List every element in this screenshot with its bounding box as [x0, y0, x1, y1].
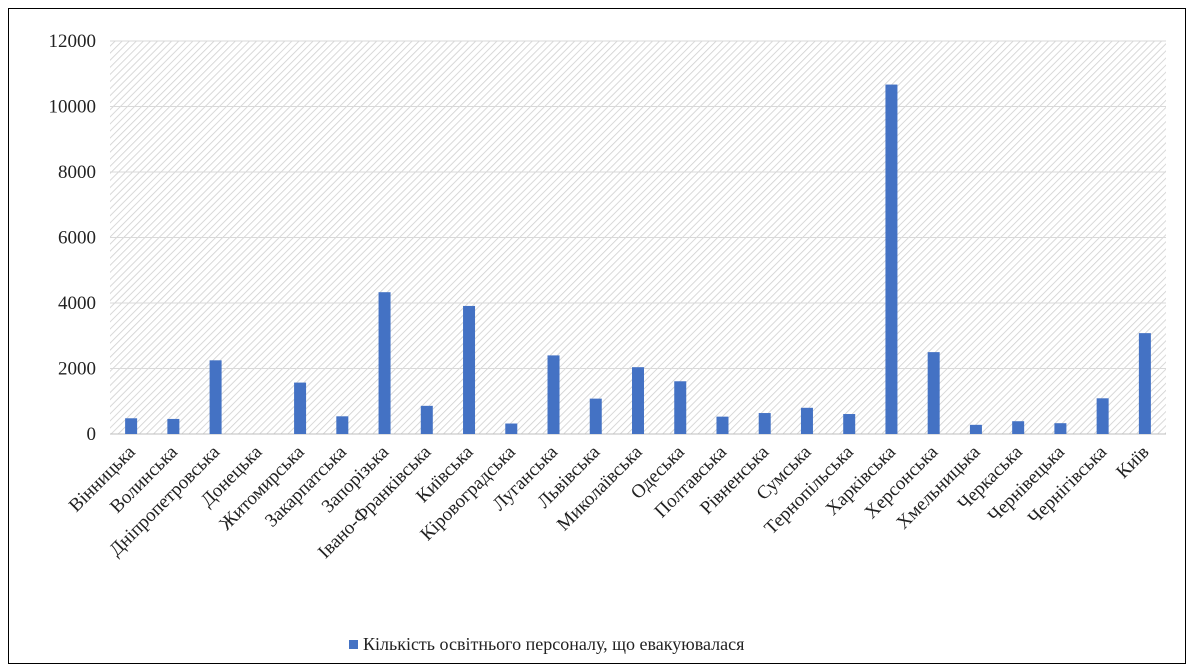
bar	[1096, 398, 1109, 434]
x-axis-ticks: ВінницькаВолинськаДніпропетровськаДонець…	[65, 441, 1153, 563]
bar	[547, 355, 560, 434]
legend-swatch	[349, 640, 358, 649]
y-tick-label: 2000	[58, 359, 96, 380]
bar	[463, 305, 476, 434]
bar	[378, 292, 391, 434]
y-tick-label: 6000	[58, 228, 96, 249]
y-tick-label: 10000	[49, 97, 97, 118]
y-axis-ticks: 0 2000 4000 6000 8000 10000 12000	[49, 31, 97, 445]
legend-label: Кількість освітнього персоналу, що еваку…	[363, 634, 744, 654]
bar	[843, 414, 856, 434]
bar	[927, 352, 940, 434]
y-tick-label: 12000	[49, 31, 97, 52]
y-tick-label: 0	[87, 424, 97, 445]
bar	[1054, 423, 1067, 434]
legend: Кількість освітнього персоналу, що еваку…	[349, 634, 744, 654]
bar	[167, 418, 180, 434]
y-tick-label: 4000	[58, 293, 96, 314]
bar	[336, 416, 349, 434]
bar	[632, 367, 644, 434]
gridlines	[110, 40, 1166, 435]
bar	[758, 413, 771, 434]
bar	[505, 423, 518, 434]
bar	[420, 405, 433, 434]
bar	[1138, 333, 1151, 434]
bar	[716, 416, 729, 434]
bar	[800, 407, 813, 434]
bars	[125, 84, 1151, 435]
bar	[674, 381, 687, 434]
bar	[125, 418, 138, 434]
bar	[589, 398, 602, 434]
bar	[885, 84, 898, 435]
bar	[969, 424, 982, 434]
bar	[1012, 421, 1025, 434]
y-tick-label: 8000	[58, 162, 96, 183]
bar	[294, 382, 307, 434]
x-tick-label: Київ	[1112, 442, 1153, 483]
bar	[209, 360, 222, 434]
